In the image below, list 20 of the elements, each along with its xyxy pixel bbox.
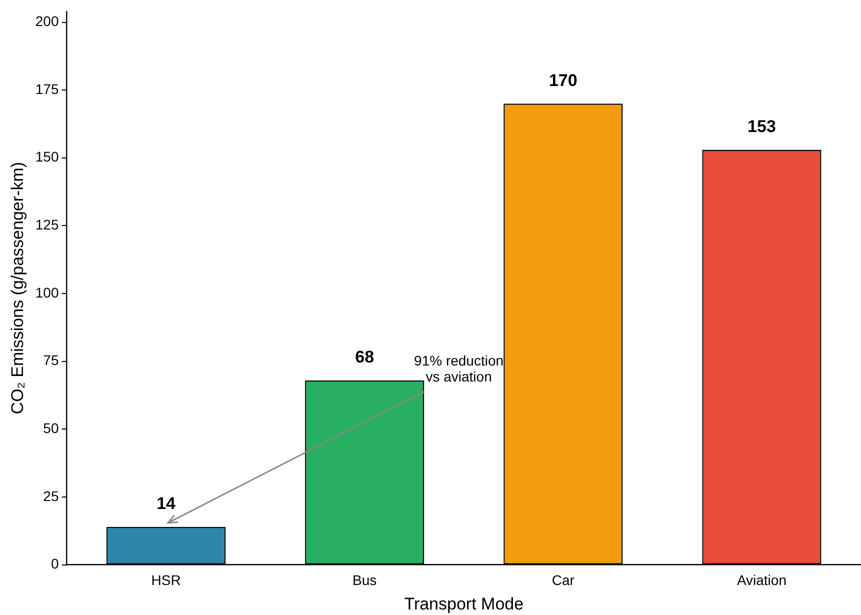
annotation: 91% reduction vs aviation [414, 352, 504, 385]
data-label: 153 [748, 116, 776, 136]
data-label: 14 [156, 494, 176, 514]
x-tick-label: Bus [352, 572, 377, 588]
data-label: 68 [355, 348, 374, 367]
y-tick-label: 125 [35, 216, 59, 233]
y-tick-label: 150 [35, 148, 59, 165]
y-tick-label: 200 [35, 13, 59, 30]
x-tick-label: Aviation [736, 572, 786, 588]
y-tick-label: 50 [43, 420, 59, 436]
x-tick-label: Car [552, 572, 575, 588]
y-tick-label: 75 [43, 352, 59, 368]
y-tick-label: 100 [35, 284, 59, 300]
x-tick-label: HSR [151, 572, 181, 588]
data-label: 170 [548, 70, 578, 90]
x-axis-title: Transport Mode [404, 594, 524, 614]
y-axis-title: CO₂ Emissions (g/passenger-km) [8, 162, 27, 414]
y-tick-label: 25 [43, 488, 59, 504]
y-tick-label: 0 [50, 556, 59, 572]
y-tick-label: 175 [35, 80, 59, 97]
